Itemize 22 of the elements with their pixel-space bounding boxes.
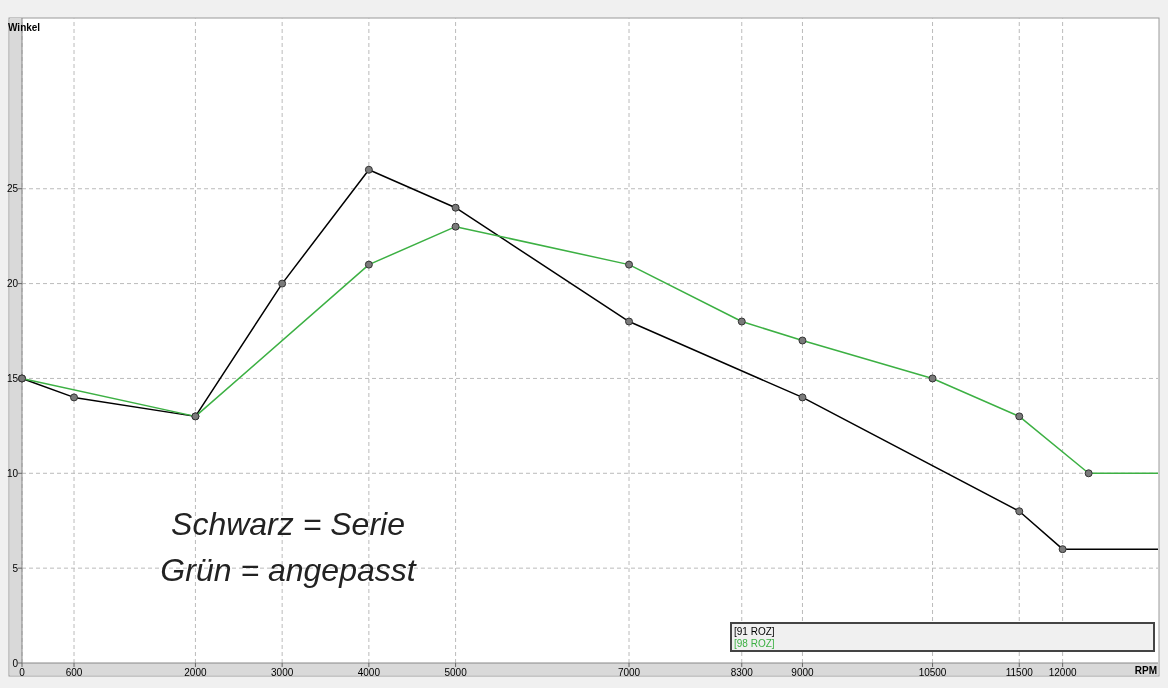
annotation: Schwarz = Serie [171,506,405,542]
x-tick-label: 0 [19,667,26,678]
y-tick-label: 5 [12,562,19,574]
x-tick-label: 8300 [730,667,754,678]
x-tick-label: 4000 [357,667,381,678]
y-tick-label: 0 [12,657,19,669]
y-tick-label: 20 [6,278,19,290]
x-tick-label: 3000 [271,667,294,678]
y-axis-title: Winkel [8,22,41,33]
y-tick-label: 25 [6,183,19,195]
x-tick-label: 9000 [791,667,815,678]
y-tick-label: 15 [6,372,19,384]
x-tick-label: 5000 [444,667,468,678]
annotation: Grün = angepasst [160,552,417,588]
x-tick-label: 11500 [1005,667,1034,678]
y-tick-label: 10 [6,467,19,479]
x-tick-label: 600 [65,667,83,678]
x-tick-label: 2000 [184,667,207,678]
x-tick-label: 12000 [1048,667,1077,678]
x-tick-label: 7000 [617,667,641,678]
x-axis-title: RPM [1134,665,1157,676]
x-tick-label: 10500 [918,667,947,678]
